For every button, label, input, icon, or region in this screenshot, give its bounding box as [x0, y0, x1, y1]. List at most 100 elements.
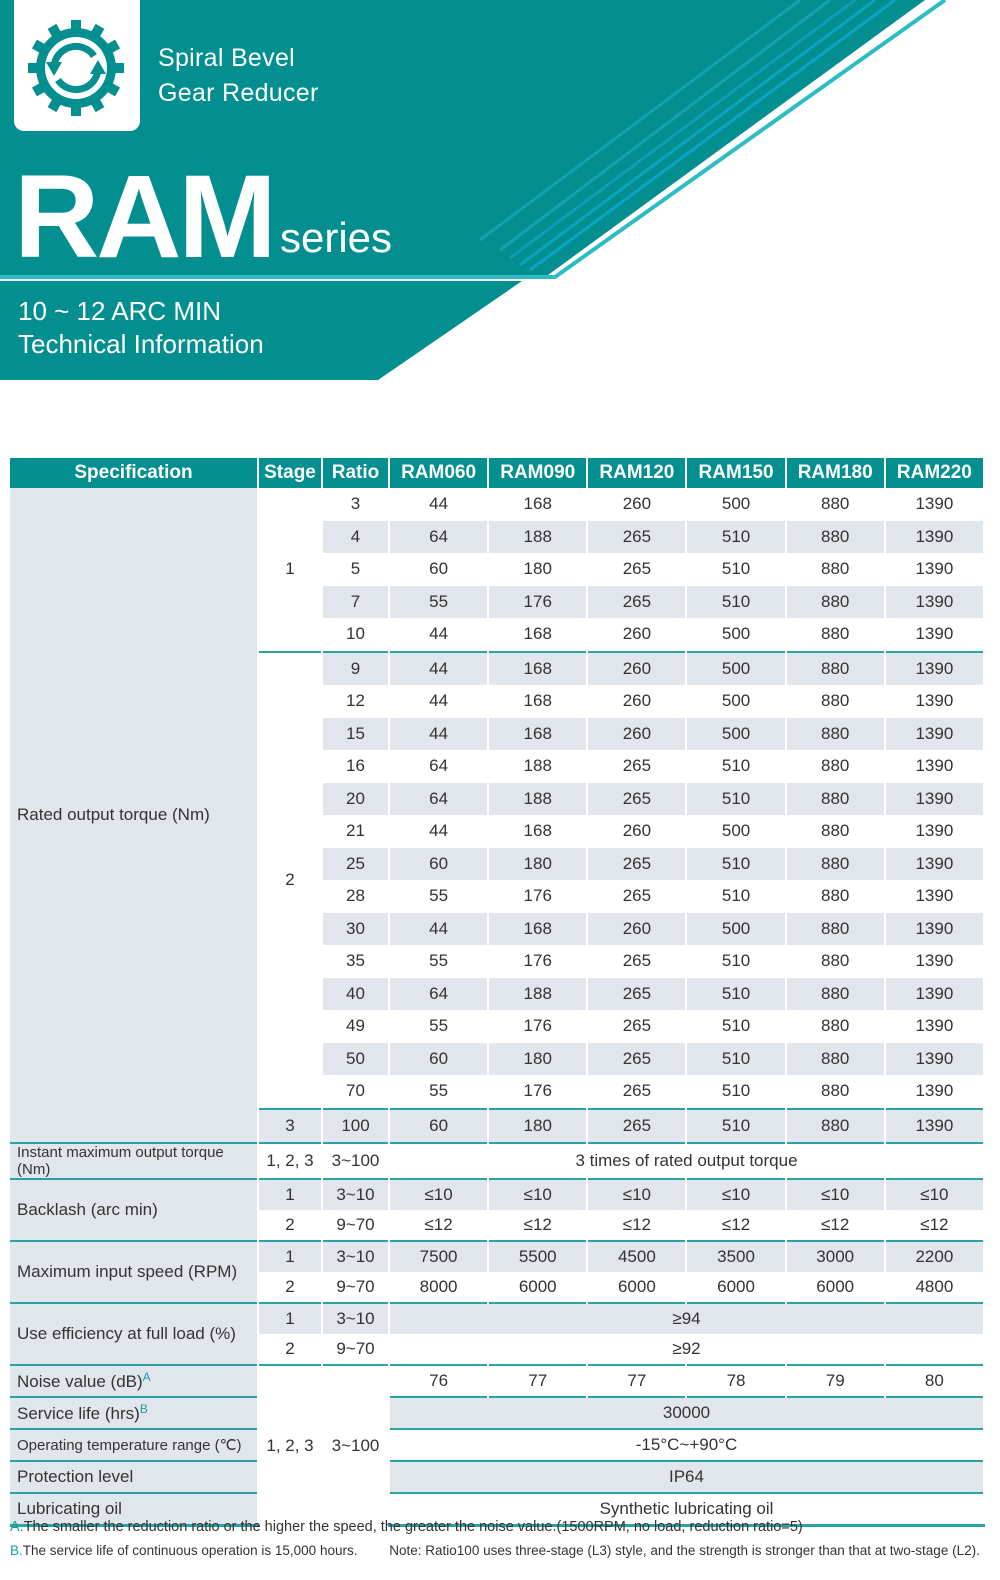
table-row: 21 44 168 260 500 880 1390: [10, 815, 986, 848]
spec-label-text: Protection level: [17, 1467, 134, 1486]
ratio-cell: 9~70: [322, 1210, 390, 1241]
value-cell: 168: [488, 618, 589, 652]
column-header: RAM180: [785, 458, 886, 488]
value-cell: 44: [389, 912, 490, 945]
value-cell: 1390: [884, 912, 986, 945]
gear-refresh-icon: [28, 20, 124, 116]
value-cell: 1390: [884, 685, 986, 718]
table-row: 20 64 188 265 510 880 1390: [10, 782, 986, 815]
value-cell: 188: [488, 782, 589, 815]
value-cell: ≤12: [686, 1210, 787, 1241]
value-cell: 1390: [884, 1042, 986, 1075]
stage-cell: 1: [258, 1240, 323, 1272]
value-cell: 880: [785, 847, 886, 880]
section-subtitle: Technical Information: [18, 329, 264, 359]
table-row: Maximum input speed (RPM) 1 3~10 7500 5500 45…: [10, 1240, 986, 1303]
value-cell: 5500: [488, 1240, 589, 1272]
value-cell: 79: [785, 1364, 886, 1397]
value-cell: 1390: [884, 750, 986, 783]
note-text: Ratio100 uses three-stage (L3) style, an…: [425, 1543, 980, 1558]
spec-label: Rated output torque (Nm): [10, 488, 259, 1143]
value-cell: 880: [785, 553, 886, 586]
value-cell: 260: [587, 815, 688, 848]
footnote-ref: B: [139, 1402, 148, 1416]
spec-label: Service life (hrs)B: [10, 1396, 259, 1429]
footnote-text: The service life of continuous operation…: [22, 1543, 358, 1558]
value-cell: 1390: [884, 815, 986, 848]
value-cell: 44: [389, 815, 490, 848]
value-cell: ≤12: [785, 1210, 886, 1241]
value-cell: 44: [389, 488, 490, 521]
value-cell: 55: [389, 585, 490, 618]
value-cell: 188: [488, 977, 589, 1010]
value-cell: 3500: [686, 1240, 787, 1272]
value-cell: 1390: [884, 1107, 986, 1143]
ratio-cell: 70: [322, 1075, 390, 1109]
value-cell: 265: [587, 520, 688, 553]
value-cell: 44: [389, 685, 490, 718]
ratio-cell: 28: [322, 880, 390, 913]
value-cell: 500: [686, 815, 787, 848]
spec-label-text: Operating temperature range (℃): [17, 1437, 242, 1454]
value-cell: 265: [587, 1107, 688, 1143]
value-cell: 168: [488, 488, 589, 521]
value-cell: 880: [785, 880, 886, 913]
value-cell: 180: [488, 553, 589, 586]
value-cell: 880: [785, 488, 886, 521]
value-cell: 168: [488, 685, 589, 718]
table-row: 2 9~70 ≥92: [10, 1334, 985, 1365]
value-cell: 265: [587, 1010, 688, 1043]
value-cell: ≤10: [686, 1178, 787, 1210]
value-cell: 6000: [785, 1272, 886, 1303]
series-suffix: series: [280, 214, 393, 261]
value-cell: Synthetic lubricating oil: [389, 1492, 985, 1527]
value-cell: 1390: [884, 717, 986, 750]
value-cell: ≤10: [587, 1178, 688, 1210]
value-cell: 510: [686, 750, 787, 783]
value-cell: 1390: [884, 488, 986, 521]
value-cell: 1390: [884, 847, 986, 880]
ratio-cell: 50: [322, 1042, 390, 1075]
value-cell: 880: [785, 585, 886, 618]
spec-label: Lubricating oil: [10, 1492, 259, 1527]
value-cell: 500: [686, 717, 787, 750]
table-row: 16 64 188 265 510 880 1390: [10, 750, 986, 783]
ratio-cell: 30: [322, 912, 390, 945]
value-cell: 176: [488, 585, 589, 618]
ratio-cell: 7: [322, 585, 390, 618]
ratio-cell: 10: [322, 618, 390, 652]
value-cell: 168: [488, 717, 589, 750]
ratio-cell: 12: [322, 685, 390, 718]
ratio-cell: 3: [322, 488, 390, 521]
spec-label: Backlash (arc min): [10, 1178, 259, 1241]
value-cell: 265: [587, 880, 688, 913]
table-row: 2 9~70 ≤12 ≤12 ≤12 ≤12 ≤12 ≤12: [10, 1210, 986, 1241]
value-cell: 1390: [884, 977, 986, 1010]
value-cell: ≤10: [389, 1178, 490, 1210]
column-header: RAM060: [389, 458, 490, 488]
value-cell: 6000: [488, 1272, 589, 1303]
ratio-cell: 3~10: [322, 1240, 390, 1272]
value-cell: 64: [389, 782, 490, 815]
table-row: 35 55 176 265 510 880 1390: [10, 945, 986, 978]
table-row: 10 44 168 260 500 880 1390: [10, 618, 986, 652]
ratio-cell: 3~100: [322, 1142, 390, 1179]
value-cell: 260: [587, 618, 688, 652]
value-cell: 1390: [884, 782, 986, 815]
value-cell: 1390: [884, 618, 986, 652]
stage-cell: 3: [258, 1107, 323, 1143]
value-cell: 880: [785, 520, 886, 553]
value-cell: 260: [587, 685, 688, 718]
value-cell: 260: [587, 650, 688, 685]
table-row: 50 60 180 265 510 880 1390: [10, 1042, 986, 1075]
value-cell: 265: [587, 782, 688, 815]
value-cell: 880: [785, 750, 886, 783]
value-cell: 880: [785, 618, 886, 652]
value-cell: IP64: [389, 1460, 985, 1493]
value-cell: 64: [389, 750, 490, 783]
header-banner: [0, 0, 947, 380]
stage-cell: 1: [258, 1302, 323, 1334]
value-cell: 880: [785, 945, 886, 978]
value-cell: 2200: [884, 1240, 986, 1272]
table-row: 40 64 188 265 510 880 1390: [10, 977, 986, 1010]
